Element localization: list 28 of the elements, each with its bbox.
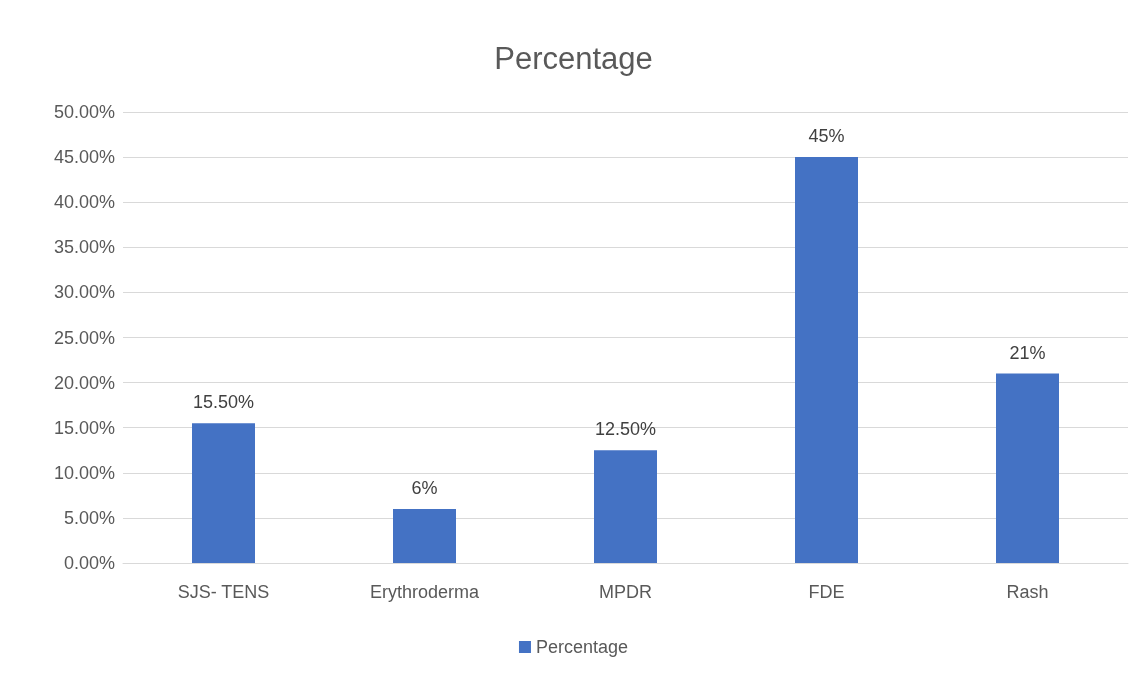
bar <box>996 373 1059 563</box>
y-tick-label: 10.00% <box>53 462 115 483</box>
x-tick-label: MPDR <box>599 582 652 602</box>
x-tick-label: Erythroderma <box>369 582 480 602</box>
y-tick-label: 30.00% <box>53 282 115 303</box>
y-tick-label: 25.00% <box>53 327 115 348</box>
x-tick-label: FDE <box>808 582 845 602</box>
y-tick-label: 15.00% <box>53 417 115 438</box>
bar <box>594 450 657 563</box>
bar <box>192 423 255 563</box>
legend-label: Percentage <box>535 637 629 657</box>
y-tick-label: 35.00% <box>53 237 115 258</box>
y-tick-label: 5.00% <box>63 507 115 528</box>
y-tick-label: 20.00% <box>53 372 115 393</box>
x-tick-label: SJS- TENS <box>177 582 270 602</box>
y-tick-label: 45.00% <box>53 147 115 168</box>
y-tick-label: 40.00% <box>53 192 115 213</box>
x-tick-label: Rash <box>1006 582 1049 602</box>
bar <box>795 157 858 563</box>
y-tick-label: 50.00% <box>53 102 115 122</box>
y-tick-label: 0.00% <box>63 553 115 573</box>
data-label: 15.50% <box>192 392 255 413</box>
data-label: 12.50% <box>594 419 657 440</box>
bar <box>393 508 456 563</box>
data-label: 21% <box>1009 342 1046 363</box>
data-label: 45% <box>808 126 845 147</box>
data-label: 6% <box>411 477 438 498</box>
chart-title: Percentage <box>494 41 653 76</box>
